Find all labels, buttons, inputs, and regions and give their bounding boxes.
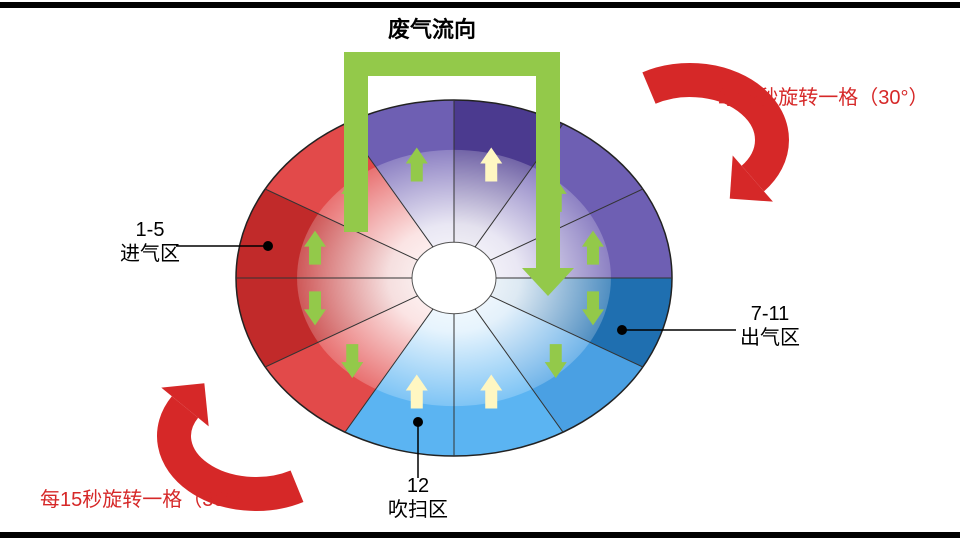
rotation-label-top: 每15秒旋转一格（30°） bbox=[716, 86, 956, 111]
outlet-label-line2: 出气区 bbox=[730, 326, 810, 351]
rotation-label-bottom: 每15秒旋转一格（30°） bbox=[40, 488, 300, 513]
purge-label-line2: 吹扫区 bbox=[378, 498, 458, 523]
outlet-label-line1: 7-11 bbox=[730, 302, 810, 327]
flow-direction-title: 废气流向 bbox=[352, 16, 512, 44]
inlet-label-line2: 进气区 bbox=[110, 242, 190, 267]
purge-label-line1: 12 bbox=[378, 474, 458, 499]
inlet-label-line1: 1-5 bbox=[110, 218, 190, 243]
diagram-stage bbox=[0, 0, 960, 540]
